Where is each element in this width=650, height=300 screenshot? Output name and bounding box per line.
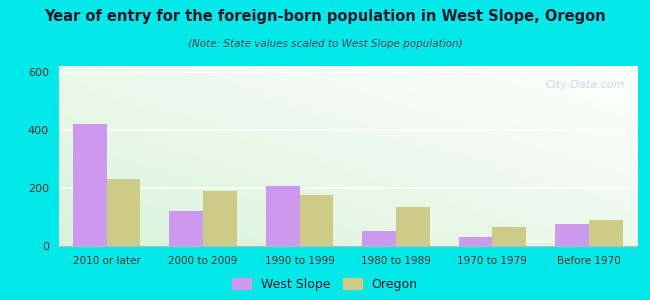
Bar	[73, 124, 107, 246]
Bar	[493, 227, 526, 246]
Legend: West Slope, Oregon: West Slope, Oregon	[232, 278, 418, 291]
Text: City-Data.com: City-Data.com	[546, 80, 625, 90]
Bar	[266, 187, 300, 246]
Bar	[107, 179, 140, 246]
Bar	[555, 224, 589, 246]
Bar	[589, 220, 623, 246]
Bar	[396, 207, 430, 246]
Bar	[203, 191, 237, 246]
Text: (Note: State values scaled to West Slope population): (Note: State values scaled to West Slope…	[188, 39, 462, 49]
Bar	[459, 237, 493, 246]
Bar	[362, 232, 396, 246]
Text: Year of entry for the foreign-born population in West Slope, Oregon: Year of entry for the foreign-born popul…	[44, 9, 606, 24]
Bar	[300, 195, 333, 246]
Bar	[170, 211, 203, 246]
